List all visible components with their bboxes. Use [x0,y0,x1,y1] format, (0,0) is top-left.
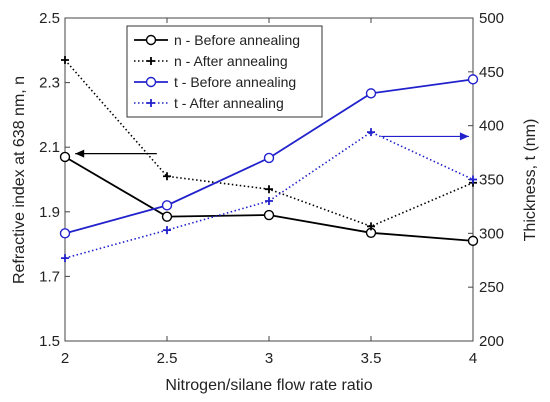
data-point [367,128,375,137]
left-y-tick-label: 1.9 [39,204,60,221]
right-y-axis-ticks: 200 250 300 350 400 450 500 [468,10,504,350]
series-line [64,131,474,259]
left-y-tick-label: 2.1 [39,139,60,156]
x-tick-label: 4 [469,350,477,367]
left-y-tick-label: 2.5 [39,10,60,27]
left-y-tick-label: 2.3 [39,75,60,92]
data-point [161,211,173,222]
right-y-tick-label: 400 [479,118,504,135]
legend-label: t - Before annealing [174,74,296,90]
data-point [365,88,377,99]
arrow-right [381,132,469,141]
left-y-tick-label: 1.5 [39,333,60,350]
legend-label: t - After annealing [174,95,284,111]
legend-items: n - Before annealing n - After annealing t… [134,32,300,111]
annotation-arrows [75,132,469,158]
legend-label: n - After annealing [174,53,288,69]
right-y-tick-label: 200 [479,333,504,350]
data-point [265,185,273,194]
x-tick-label: 2.5 [157,350,178,367]
right-y-tick-label: 500 [479,10,504,27]
data-point [163,172,171,181]
legend-swatch-marker [147,99,155,107]
data-point [469,175,477,184]
x-tick-label: 2 [61,350,69,367]
data-point [61,55,69,64]
legend-swatch-marker [147,57,155,65]
legend-swatch-marker [145,76,157,88]
x-axis-label: Nitrogen/silane flow rate ratio [165,377,372,394]
arrow-head [459,132,469,141]
x-tick-label: 3 [265,350,273,367]
data-point [263,152,275,164]
x-tick-label: 3.5 [361,350,382,367]
right-y-tick-label: 350 [479,172,504,189]
data-point [263,209,275,221]
series-3 [59,74,479,239]
legend-item: n - After annealing [134,53,288,69]
right-y-tick-label: 300 [479,225,504,242]
arrow-left [75,149,157,158]
data-point [163,226,171,235]
data-point [467,74,479,85]
legend-swatch-marker [145,34,157,46]
data-point [367,222,375,231]
data-point [161,200,173,211]
right-y-axis-label: Thickness, t (nm) [522,119,539,242]
series-1 [59,151,479,247]
arrow-head [75,149,85,158]
left-y-axis-label: Refractive index at 638 nm, n [11,76,28,284]
data-point [265,197,273,206]
series-4 [61,128,477,263]
legend-item: t - Before annealing [134,74,296,90]
legend-box [126,25,323,118]
legend: n - Before annealing n - After annealing t… [126,25,323,118]
right-y-tick-label: 250 [479,279,504,296]
data-point [61,254,69,263]
data-point [59,228,71,239]
legend-item: n - Before annealing [134,32,300,48]
right-y-tick-label: 450 [479,64,504,81]
legend-label: n - Before annealing [174,32,300,48]
left-y-axis-ticks: 1.5 1.7 1.9 2.1 2.3 2.5 [39,10,70,350]
x-axis-ticks: 2 2.5 3 3.5 4 [61,18,477,367]
series-layer [59,55,479,263]
legend-item: t - After annealing [134,95,284,111]
data-point [467,235,479,247]
left-y-tick-label: 1.7 [39,268,60,285]
data-point [59,151,71,163]
